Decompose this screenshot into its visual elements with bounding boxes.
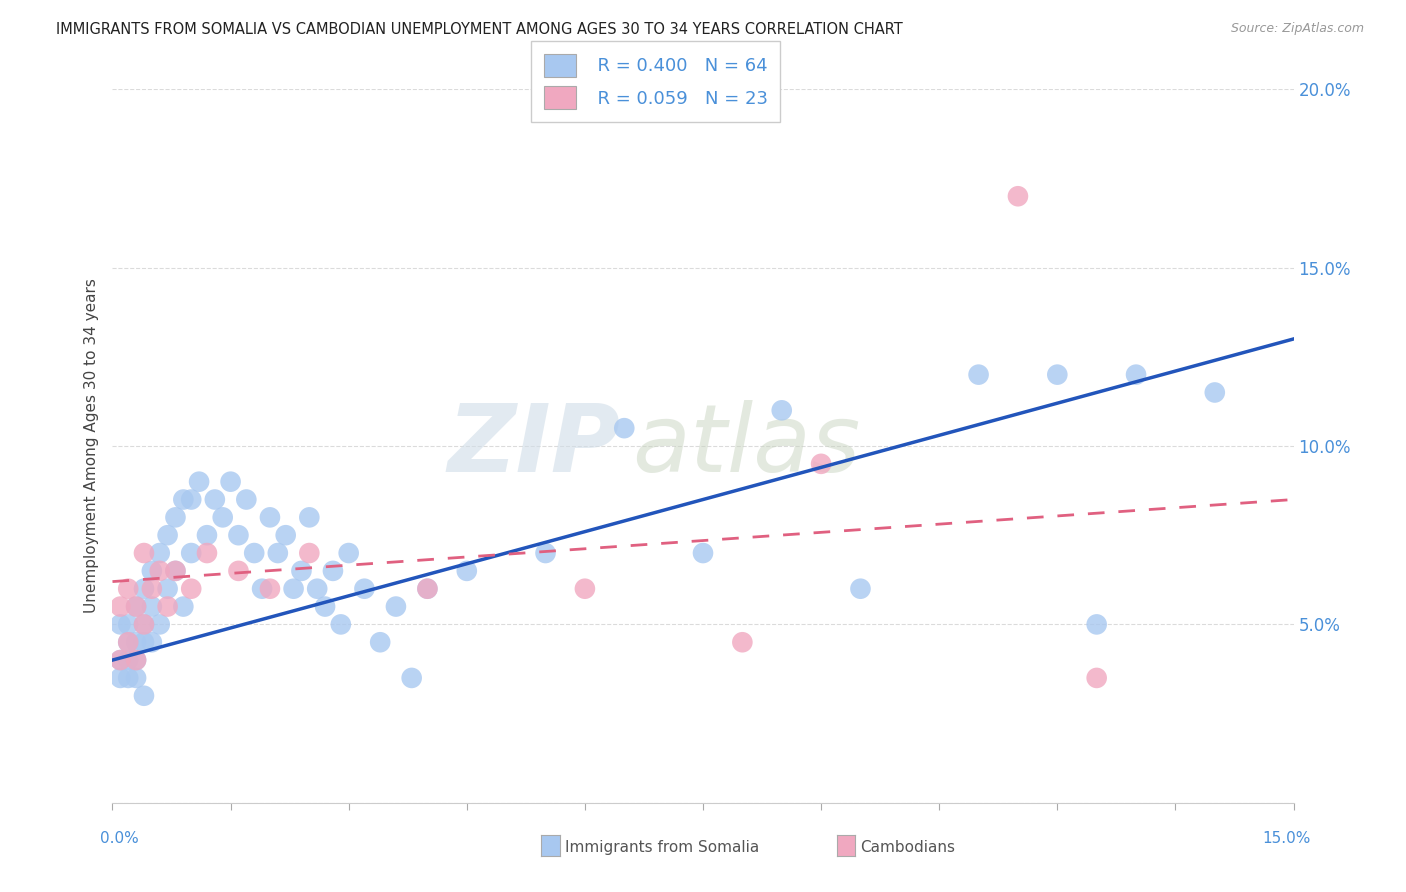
- Text: 15.0%: 15.0%: [1263, 831, 1310, 846]
- Point: [117, 653, 139, 667]
- Point: [141, 582, 163, 596]
- Point: [125, 653, 148, 667]
- Point: [368, 635, 391, 649]
- Point: [149, 546, 172, 560]
- Point: [456, 564, 478, 578]
- Point: [401, 671, 423, 685]
- Point: [849, 582, 872, 596]
- Point: [165, 564, 187, 578]
- Text: IMMIGRANTS FROM SOMALIA VS CAMBODIAN UNEMPLOYMENT AMONG AGES 30 TO 34 YEARS CORR: IMMIGRANTS FROM SOMALIA VS CAMBODIAN UNE…: [56, 22, 903, 37]
- Point: [329, 617, 352, 632]
- Point: [298, 510, 321, 524]
- Point: [353, 582, 375, 596]
- Point: [125, 671, 148, 685]
- Point: [132, 635, 155, 649]
- Text: ZIP: ZIP: [447, 400, 620, 492]
- Point: [180, 582, 202, 596]
- Point: [117, 582, 139, 596]
- Text: Cambodians: Cambodians: [860, 840, 956, 855]
- Point: [267, 546, 290, 560]
- Point: [1046, 368, 1069, 382]
- Point: [1007, 189, 1029, 203]
- Point: [574, 582, 596, 596]
- Point: [149, 617, 172, 632]
- Point: [156, 599, 179, 614]
- Point: [110, 653, 132, 667]
- Point: [141, 599, 163, 614]
- Text: atlas: atlas: [633, 401, 860, 491]
- Point: [219, 475, 242, 489]
- Point: [1125, 368, 1147, 382]
- Point: [692, 546, 714, 560]
- Point: [613, 421, 636, 435]
- Point: [250, 582, 273, 596]
- Text: Immigrants from Somalia: Immigrants from Somalia: [565, 840, 759, 855]
- Point: [180, 546, 202, 560]
- Point: [110, 671, 132, 685]
- Point: [243, 546, 266, 560]
- Point: [165, 510, 187, 524]
- Point: [274, 528, 297, 542]
- Point: [117, 635, 139, 649]
- Point: [172, 599, 194, 614]
- Point: [1204, 385, 1226, 400]
- Point: [149, 564, 172, 578]
- Point: [235, 492, 257, 507]
- Point: [132, 546, 155, 560]
- Legend:   R = 0.400   N = 64,   R = 0.059   N = 23: R = 0.400 N = 64, R = 0.059 N = 23: [531, 41, 780, 122]
- Point: [117, 671, 139, 685]
- Point: [307, 582, 329, 596]
- Point: [141, 635, 163, 649]
- Point: [314, 599, 336, 614]
- Point: [228, 564, 250, 578]
- Point: [337, 546, 360, 560]
- Point: [132, 617, 155, 632]
- Point: [283, 582, 305, 596]
- Point: [731, 635, 754, 649]
- Point: [770, 403, 793, 417]
- Point: [322, 564, 344, 578]
- Point: [967, 368, 990, 382]
- Point: [132, 582, 155, 596]
- Point: [228, 528, 250, 542]
- Point: [132, 689, 155, 703]
- Point: [195, 546, 218, 560]
- Point: [204, 492, 226, 507]
- Point: [117, 617, 139, 632]
- Point: [259, 510, 281, 524]
- Y-axis label: Unemployment Among Ages 30 to 34 years: Unemployment Among Ages 30 to 34 years: [83, 278, 98, 614]
- Text: 0.0%: 0.0%: [100, 831, 139, 846]
- Point: [259, 582, 281, 596]
- Point: [180, 492, 202, 507]
- Point: [110, 617, 132, 632]
- Point: [1085, 671, 1108, 685]
- Point: [125, 635, 148, 649]
- Point: [298, 546, 321, 560]
- Point: [290, 564, 312, 578]
- Point: [810, 457, 832, 471]
- Point: [172, 492, 194, 507]
- Point: [141, 564, 163, 578]
- Point: [117, 635, 139, 649]
- Point: [195, 528, 218, 542]
- Point: [125, 653, 148, 667]
- Point: [125, 599, 148, 614]
- Point: [1085, 617, 1108, 632]
- Point: [416, 582, 439, 596]
- Text: Source: ZipAtlas.com: Source: ZipAtlas.com: [1230, 22, 1364, 36]
- Point: [132, 617, 155, 632]
- Point: [156, 582, 179, 596]
- Point: [188, 475, 211, 489]
- Point: [156, 528, 179, 542]
- Point: [385, 599, 408, 614]
- Point: [110, 653, 132, 667]
- Point: [125, 599, 148, 614]
- Point: [211, 510, 233, 524]
- Point: [416, 582, 439, 596]
- Point: [165, 564, 187, 578]
- Point: [534, 546, 557, 560]
- Point: [110, 599, 132, 614]
